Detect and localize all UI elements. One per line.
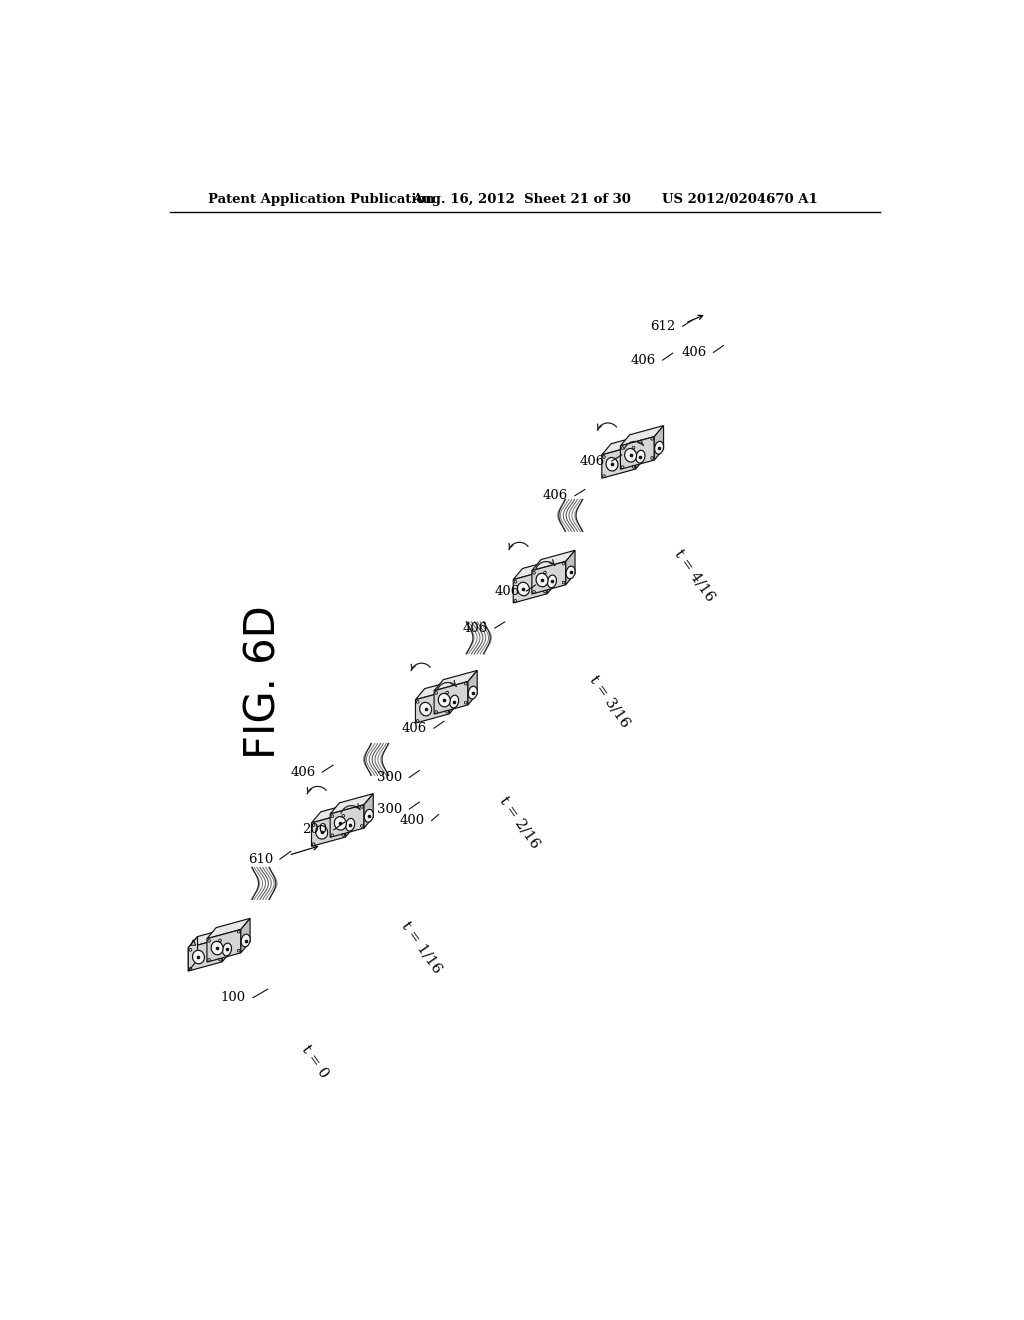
Text: 200: 200 (302, 824, 327, 837)
Ellipse shape (365, 809, 374, 822)
Text: 406: 406 (631, 354, 655, 367)
Ellipse shape (654, 441, 664, 454)
Polygon shape (188, 939, 222, 972)
Text: 400: 400 (399, 814, 425, 828)
Ellipse shape (222, 942, 231, 956)
Text: 406: 406 (495, 585, 519, 598)
Ellipse shape (625, 449, 637, 462)
Ellipse shape (315, 825, 328, 840)
Text: 406: 406 (463, 622, 487, 635)
Polygon shape (468, 671, 477, 705)
Polygon shape (311, 803, 354, 822)
Ellipse shape (193, 950, 205, 964)
Polygon shape (513, 560, 556, 579)
Text: 100: 100 (221, 991, 246, 1005)
Text: t = 4/16: t = 4/16 (672, 548, 718, 605)
Polygon shape (621, 425, 664, 446)
Text: Patent Application Publication: Patent Application Publication (208, 193, 434, 206)
Ellipse shape (548, 576, 556, 587)
Text: t = 3/16: t = 3/16 (587, 673, 632, 730)
Text: t = 1/16: t = 1/16 (398, 919, 444, 975)
Ellipse shape (438, 693, 451, 708)
Polygon shape (434, 681, 468, 714)
Ellipse shape (241, 935, 250, 946)
Text: 406: 406 (290, 766, 315, 779)
Polygon shape (636, 434, 645, 469)
Polygon shape (311, 813, 345, 846)
Ellipse shape (420, 702, 431, 715)
Text: 406: 406 (580, 454, 605, 467)
Polygon shape (222, 928, 231, 962)
Text: FIG. 6D: FIG. 6D (242, 605, 284, 759)
Polygon shape (207, 929, 241, 962)
Text: 610: 610 (248, 853, 273, 866)
Text: 406: 406 (681, 346, 707, 359)
Text: 406: 406 (401, 722, 427, 735)
Ellipse shape (636, 450, 645, 463)
Ellipse shape (346, 818, 354, 832)
Polygon shape (241, 919, 250, 953)
Text: Aug. 16, 2012  Sheet 21 of 30: Aug. 16, 2012 Sheet 21 of 30 (412, 193, 631, 206)
Ellipse shape (517, 582, 529, 595)
Polygon shape (621, 437, 654, 470)
Text: t = 2/16: t = 2/16 (497, 793, 543, 850)
Ellipse shape (566, 566, 575, 578)
Ellipse shape (606, 458, 617, 471)
Polygon shape (345, 803, 354, 837)
Polygon shape (330, 805, 364, 837)
Text: 300: 300 (377, 803, 402, 816)
Polygon shape (188, 937, 198, 972)
Polygon shape (450, 680, 459, 714)
Polygon shape (207, 919, 250, 939)
Polygon shape (513, 570, 547, 603)
Polygon shape (602, 434, 645, 455)
Text: t = 0: t = 0 (298, 1043, 331, 1080)
Text: 406: 406 (543, 490, 568, 502)
Polygon shape (330, 793, 374, 814)
Polygon shape (602, 446, 636, 478)
Polygon shape (364, 793, 374, 828)
Polygon shape (547, 560, 556, 594)
Polygon shape (188, 928, 231, 948)
Ellipse shape (211, 941, 223, 954)
Polygon shape (531, 550, 575, 570)
Polygon shape (434, 671, 477, 690)
Text: 612: 612 (650, 319, 676, 333)
Polygon shape (566, 550, 575, 585)
Polygon shape (416, 690, 450, 723)
Text: US 2012/0204670 A1: US 2012/0204670 A1 (662, 193, 817, 206)
Ellipse shape (468, 686, 477, 698)
Polygon shape (416, 680, 459, 700)
Ellipse shape (450, 696, 459, 708)
Polygon shape (654, 425, 664, 461)
Ellipse shape (335, 817, 346, 830)
Polygon shape (531, 561, 566, 594)
Text: 300: 300 (377, 771, 402, 784)
Ellipse shape (537, 573, 548, 587)
